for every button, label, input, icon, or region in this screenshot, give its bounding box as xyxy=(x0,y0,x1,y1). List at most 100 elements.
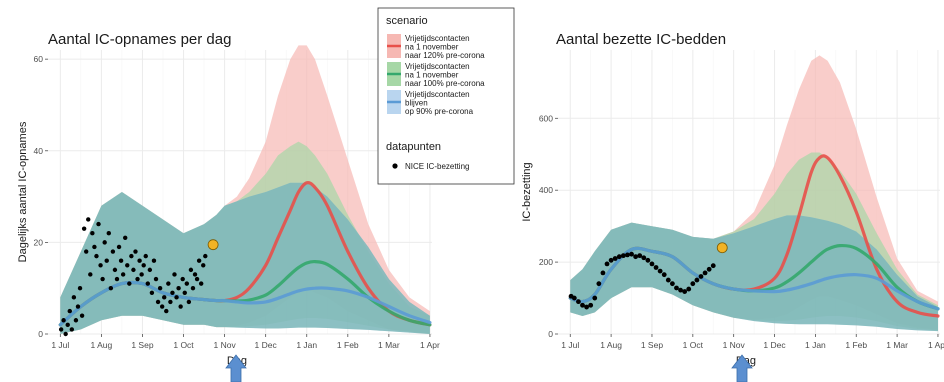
data-point xyxy=(576,299,581,305)
arrow-annotation xyxy=(225,354,247,382)
data-point xyxy=(178,304,183,309)
legend-title-points: datapunten xyxy=(386,141,441,153)
nice-points xyxy=(568,251,716,310)
y-tick-label: 400 xyxy=(539,185,553,195)
data-point xyxy=(698,274,704,279)
data-point xyxy=(168,299,173,305)
data-point xyxy=(190,285,196,291)
y-axis-label: IC-bezetting xyxy=(521,162,533,221)
x-tick-label: 1 Jan xyxy=(805,340,826,350)
data-point xyxy=(580,302,585,308)
data-point xyxy=(172,272,177,277)
data-point xyxy=(83,249,89,254)
data-point xyxy=(65,322,70,328)
data-point xyxy=(75,304,81,309)
data-point xyxy=(612,256,618,261)
data-point xyxy=(67,308,72,314)
data-point xyxy=(147,267,153,273)
data-point xyxy=(159,304,165,309)
data-point xyxy=(141,263,146,268)
y-tick-label: 0 xyxy=(38,329,43,339)
data-point xyxy=(63,331,68,337)
data-point xyxy=(81,226,87,231)
data-point xyxy=(157,285,163,291)
data-point xyxy=(710,263,716,269)
data-point xyxy=(69,327,75,332)
data-point xyxy=(690,281,696,287)
data-point xyxy=(162,295,167,300)
data-point xyxy=(164,308,169,314)
data-point xyxy=(702,270,708,276)
data-point xyxy=(116,244,122,250)
data-point xyxy=(653,265,659,270)
series-line-blue xyxy=(568,246,940,311)
data-point xyxy=(616,254,622,260)
data-point xyxy=(108,285,114,291)
data-point xyxy=(571,295,577,301)
data-point xyxy=(661,272,667,278)
chart-panel-1: 1 Jul 1 Aug 1 Sep 1 Oct 1 Nov 1 Dec 1 Jan 1 Feb… xyxy=(17,31,440,367)
marker-point xyxy=(716,242,728,254)
x-tick-label: 1 Jul xyxy=(51,340,69,350)
data-point xyxy=(98,263,103,268)
data-point xyxy=(110,249,116,254)
data-point xyxy=(155,299,161,305)
x-tick-label: 1 Aug xyxy=(91,340,113,350)
legend-item-text: na 1 november xyxy=(405,43,459,52)
data-point xyxy=(196,258,202,263)
data-point xyxy=(153,276,159,282)
data-point xyxy=(73,318,79,323)
x-tick-label: 1 Feb xyxy=(337,340,359,350)
data-point xyxy=(131,267,136,273)
data-point xyxy=(79,313,85,318)
data-point xyxy=(674,285,679,291)
data-point xyxy=(94,253,99,259)
data-point xyxy=(139,272,144,277)
legend-points-label: NICE IC-bezetting xyxy=(405,162,469,171)
data-point xyxy=(682,289,688,294)
data-point xyxy=(61,318,66,323)
data-point xyxy=(129,253,134,259)
data-point xyxy=(192,272,198,277)
data-point xyxy=(592,295,598,301)
data-point xyxy=(118,258,124,263)
y-tick-label: 600 xyxy=(539,113,553,123)
data-point xyxy=(133,249,138,254)
data-point xyxy=(174,295,179,300)
data-point xyxy=(90,231,95,236)
series-line-blue xyxy=(58,280,432,327)
data-point xyxy=(584,304,589,310)
legend-title-scenario: scenario xyxy=(386,15,428,27)
legend-item-text: naar 120% pre-corona xyxy=(405,51,485,60)
data-point xyxy=(112,267,118,273)
data-point xyxy=(665,277,671,283)
data-point xyxy=(88,272,93,277)
data-point xyxy=(620,253,626,259)
x-tick-label: 1 Aug xyxy=(600,340,622,350)
data-point xyxy=(102,240,107,245)
data-point xyxy=(176,285,181,291)
data-point xyxy=(104,258,109,263)
x-tick-label: 1 Oct xyxy=(173,340,194,350)
data-point xyxy=(645,257,651,263)
x-tick-label: 1 Feb xyxy=(845,340,867,350)
data-point xyxy=(137,258,142,263)
data-point xyxy=(649,261,655,267)
data-point xyxy=(669,281,675,287)
data-point xyxy=(184,281,190,286)
data-point xyxy=(58,327,64,332)
data-point xyxy=(114,276,120,282)
arrow-up-icon xyxy=(225,354,247,382)
data-point xyxy=(120,272,126,277)
data-point xyxy=(145,281,150,286)
data-point xyxy=(71,295,77,300)
data-point xyxy=(641,255,647,261)
data-point xyxy=(125,263,130,268)
x-tick-label: 1 Sep xyxy=(131,340,153,350)
data-point xyxy=(637,253,643,259)
y-tick-label: 40 xyxy=(34,146,44,156)
x-tick-label: 1 Mar xyxy=(378,340,400,350)
legend-item-text: naar 100% pre-corona xyxy=(405,79,485,88)
x-tick-label: 1 Apr xyxy=(928,340,944,350)
